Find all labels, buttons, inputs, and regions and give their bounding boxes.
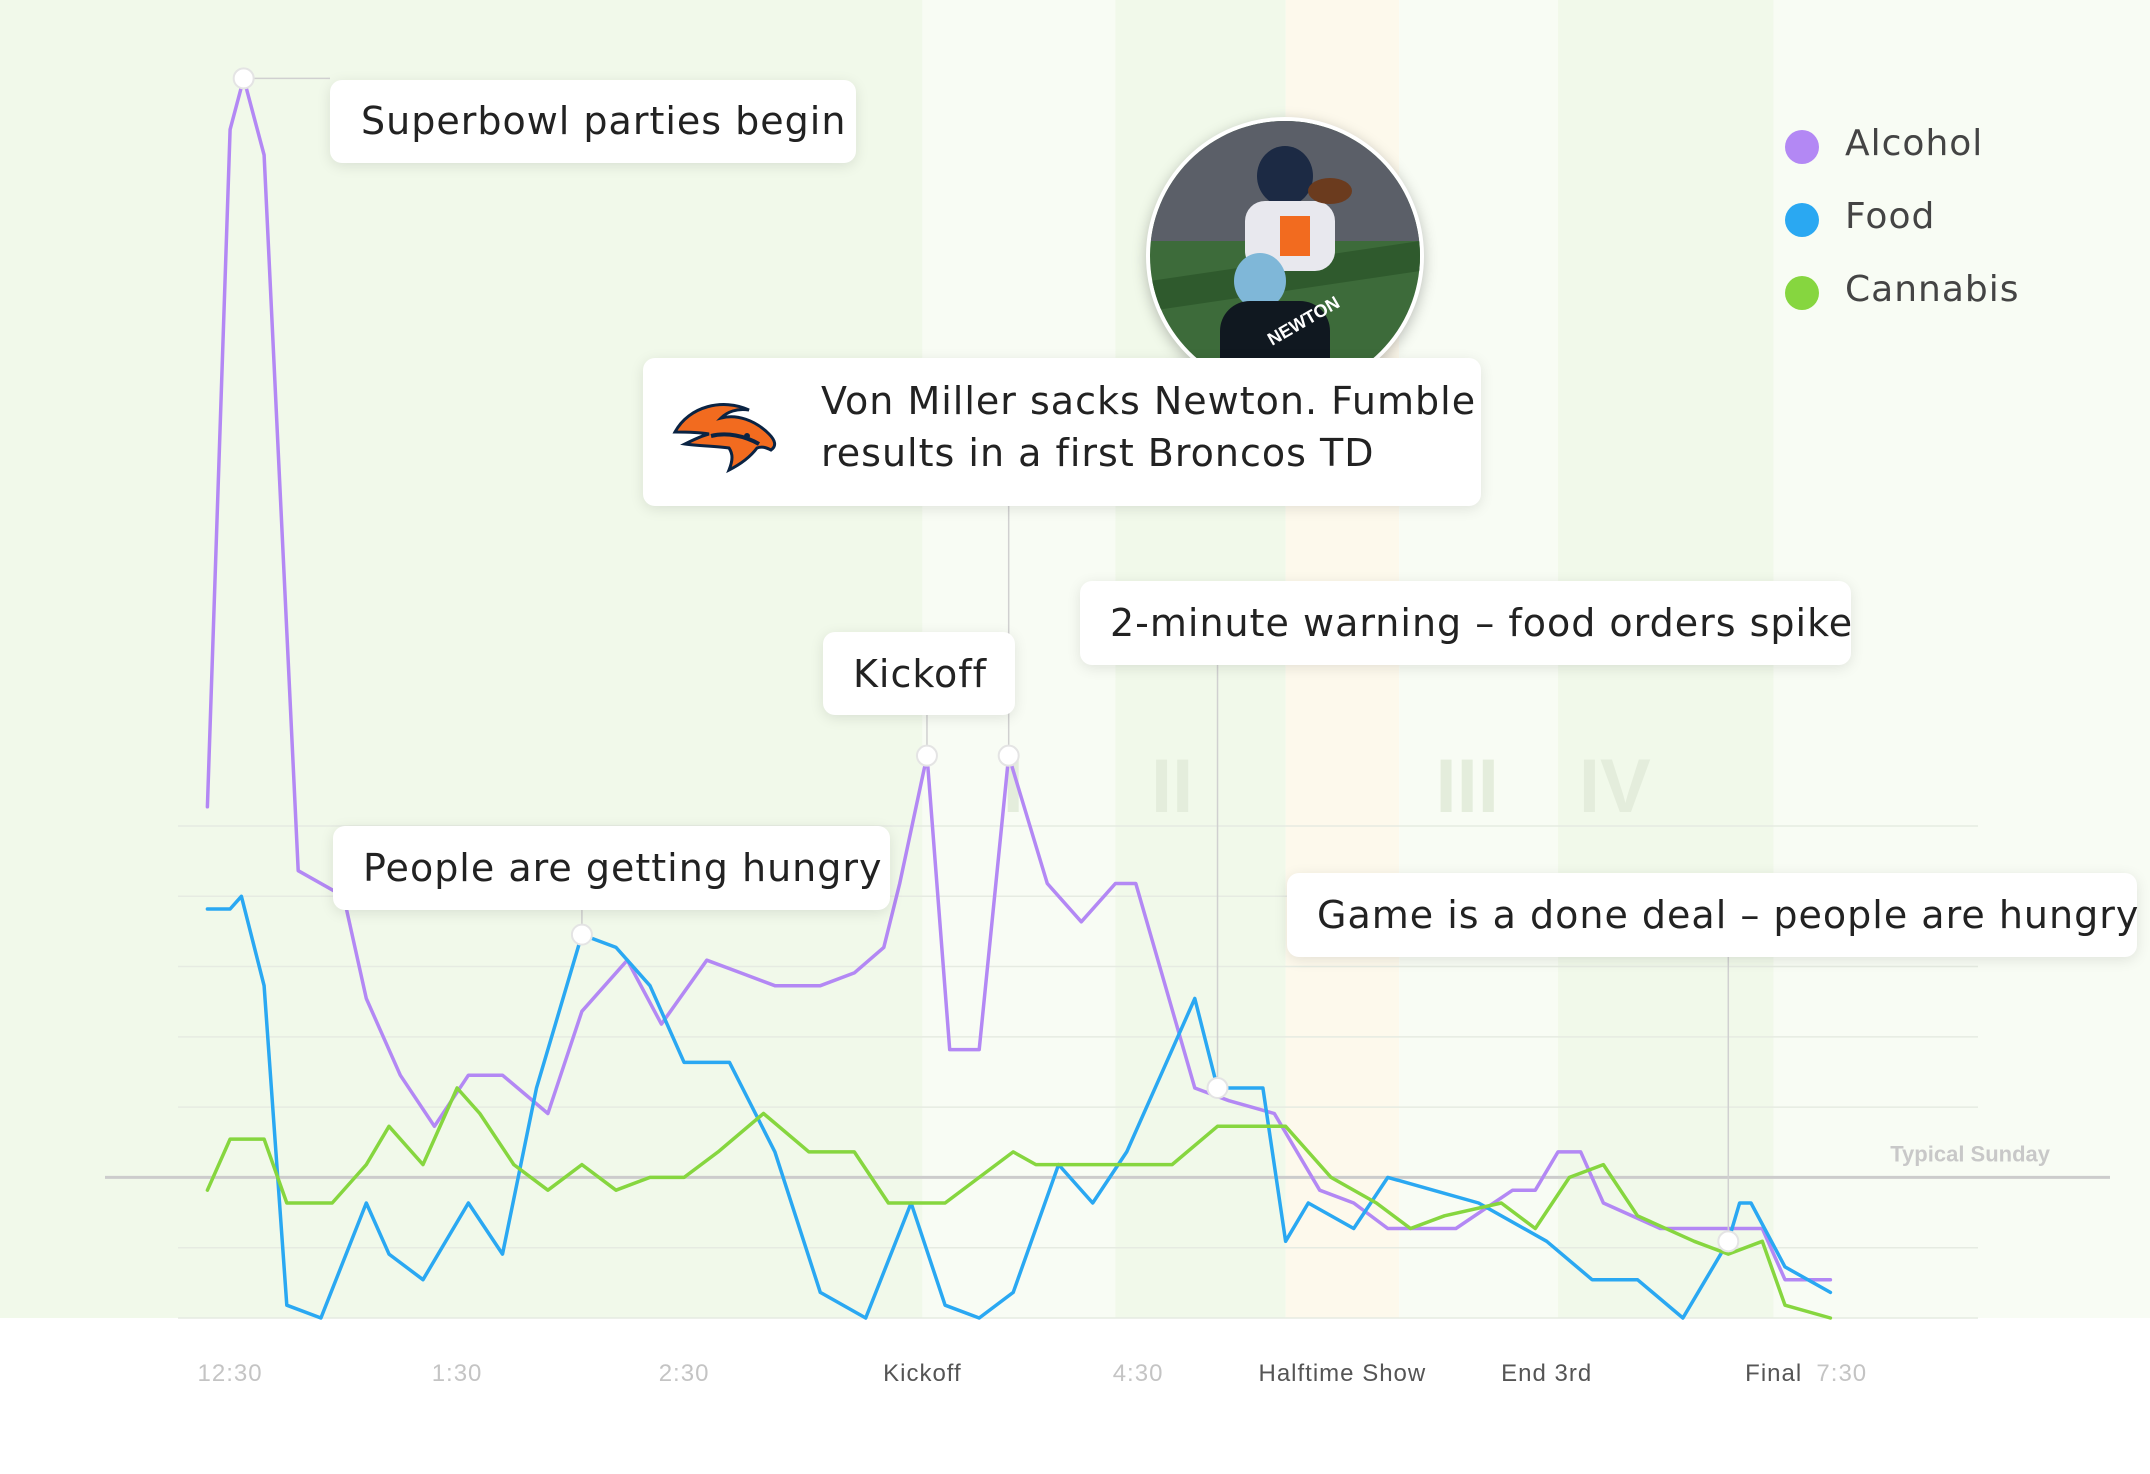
callout-parties-text: Superbowl parties begin [361, 99, 847, 143]
x-tick-label: 1:30 [432, 1360, 483, 1387]
legend-dot-cannabis [1785, 276, 1819, 310]
callout-hungry: People are getting hungry [333, 826, 890, 910]
band-0 [0, 0, 923, 1318]
callout-done-text: Game is a done deal – people are hungry [1317, 893, 2140, 937]
callout-parties: Superbowl parties begin [330, 80, 856, 163]
broncos-logo [671, 396, 781, 476]
quarter-label: II [1151, 744, 1193, 829]
annotation-marker [915, 744, 938, 767]
quarter-label: III [1436, 744, 1499, 829]
x-tick-label: 12:30 [198, 1360, 263, 1387]
series-line-food [205, 894, 1833, 1320]
legend-label-cannabis: Cannabis [1845, 269, 2020, 310]
callout-sack-text-line1: Von Miller sacks Newton. Fumble [821, 379, 1477, 423]
x-tick-label: Final [1745, 1360, 1802, 1387]
annotation-marker [1206, 1076, 1229, 1099]
legend-label-alcohol: Alcohol [1845, 123, 1984, 164]
callout-sack: Von Miller sacks Newton. Fumble results … [643, 358, 1481, 506]
callout-warning: 2-minute warning – food orders spike [1080, 581, 1854, 665]
football-tackle-photo: NEWTON [1146, 117, 1424, 395]
series-line-cannabis [205, 1086, 1833, 1320]
annotation-marker [232, 67, 255, 90]
callout-kickoff: Kickoff [823, 632, 1015, 715]
typical-sunday-label: Typical Sunday [1890, 1141, 2051, 1166]
callout-warning-text: 2-minute warning – food orders spike [1110, 601, 1854, 645]
annotation-marker [570, 923, 593, 946]
x-axis-ticks: 12:30 1:30 2:30 Kickoff 4:30 Halftime Show End… [198, 1360, 1867, 1387]
quarter-label: IV [1579, 744, 1651, 829]
x-tick-label: 7:30 [1816, 1360, 1867, 1387]
annotation-connectors [232, 67, 1740, 1253]
callout-done: Game is a done deal – people are hungry [1287, 873, 2140, 957]
x-tick-label: 4:30 [1113, 1360, 1164, 1387]
series-line-alcohol [205, 76, 1833, 1282]
callout-kickoff-text: Kickoff [853, 652, 988, 696]
legend-label-food: Food [1845, 196, 1936, 237]
x-tick-label: 2:30 [659, 1360, 710, 1387]
annotation-marker [997, 744, 1020, 767]
x-tick-label: Kickoff [883, 1360, 962, 1387]
annotation-marker [1717, 1230, 1740, 1253]
series-lines [205, 76, 1833, 1320]
typical-sunday-reference: Typical Sunday [105, 1141, 2110, 1179]
legend-dot-alcohol [1785, 130, 1819, 164]
callout-hungry-text: People are getting hungry [363, 846, 883, 890]
x-tick-label: Halftime Show [1259, 1360, 1427, 1387]
callout-sack-text-line2: results in a first Broncos TD [821, 431, 1375, 475]
x-tick-label: End 3rd [1501, 1360, 1592, 1387]
quarter-labels: I II III IV [1003, 744, 1651, 829]
legend-dot-food [1785, 203, 1819, 237]
